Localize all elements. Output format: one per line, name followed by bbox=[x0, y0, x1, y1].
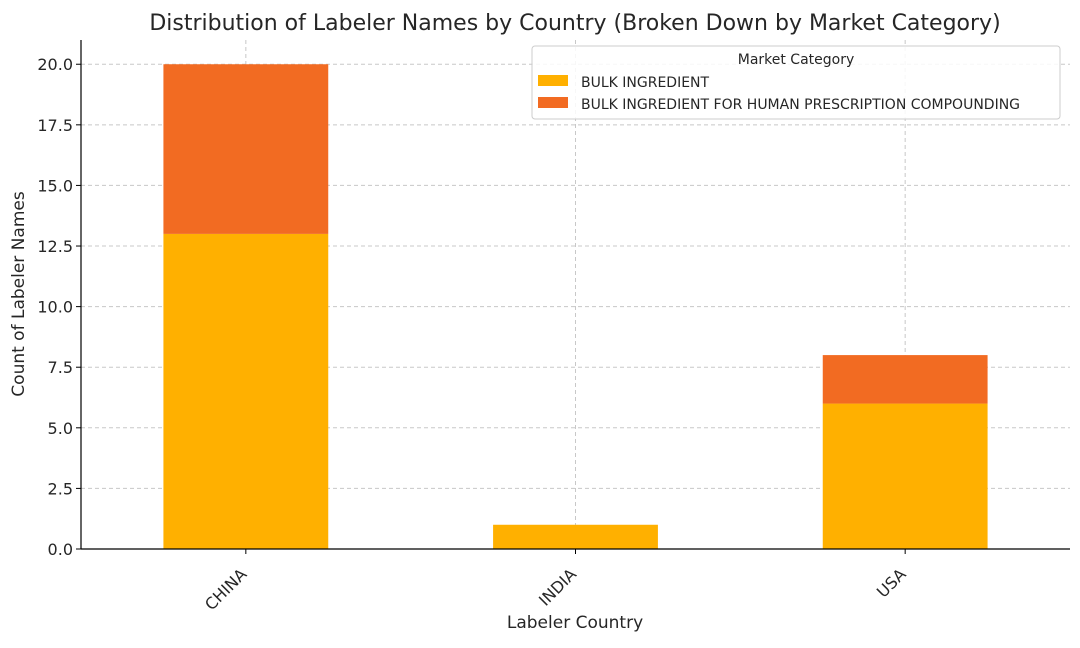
bar-usa-series-1 bbox=[822, 355, 988, 404]
x-axis-label: Labeler Country bbox=[507, 613, 643, 633]
y-tick-label: 17.5 bbox=[37, 116, 73, 135]
y-tick-label: 2.5 bbox=[48, 479, 73, 498]
legend-label-bulk-ingredient: BULK INGREDIENT bbox=[581, 75, 710, 91]
bar-china-series-1 bbox=[163, 64, 329, 234]
y-tick-label: 15.0 bbox=[37, 176, 73, 195]
y-axis-label: Count of Labeler Names bbox=[9, 191, 29, 397]
bar-india-series-0 bbox=[493, 524, 658, 549]
bar-usa-series-0 bbox=[822, 403, 988, 549]
bars bbox=[163, 64, 988, 549]
x-tick-label: CHINA bbox=[201, 565, 250, 614]
x-tick-label: USA bbox=[873, 565, 910, 602]
y-tick-label: 20.0 bbox=[37, 55, 73, 74]
legend-swatch-bulk-ingredient-compounding bbox=[538, 97, 568, 108]
y-tick-label: 5.0 bbox=[48, 419, 73, 438]
bar-china-series-0 bbox=[163, 233, 329, 549]
legend-label-bulk-ingredient-compounding: BULK INGREDIENT FOR HUMAN PRESCRIPTION C… bbox=[581, 97, 1020, 113]
y-tick-label: 12.5 bbox=[37, 237, 73, 256]
legend-swatch-bulk-ingredient bbox=[538, 75, 568, 86]
legend-title: Market Category bbox=[738, 52, 855, 68]
legend: Market Category BULK INGREDIENT BULK ING… bbox=[531, 45, 1061, 120]
x-tick-label: INDIA bbox=[535, 565, 580, 610]
y-tick-label: 10.0 bbox=[37, 298, 73, 317]
y-tick-label: 7.5 bbox=[48, 358, 73, 377]
chart-title: Distribution of Labeler Names by Country… bbox=[149, 11, 1000, 36]
y-tick-label: 0.0 bbox=[48, 540, 73, 559]
legend-box bbox=[531, 45, 1061, 120]
axes bbox=[76, 40, 1070, 554]
